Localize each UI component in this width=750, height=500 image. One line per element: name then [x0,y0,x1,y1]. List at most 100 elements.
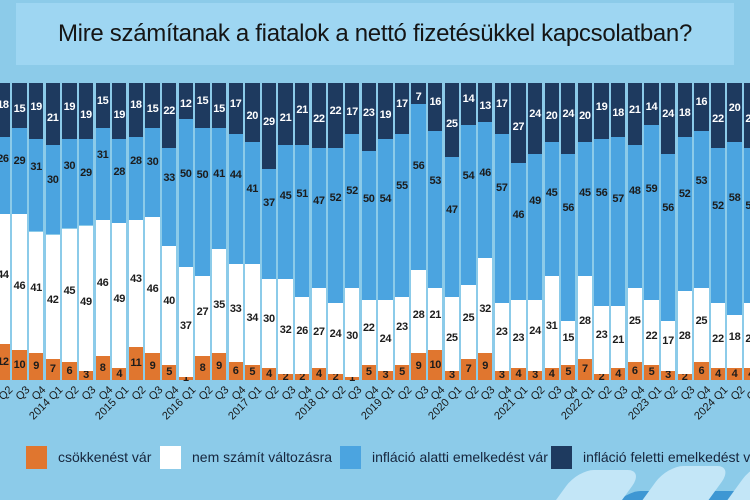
value-label: 46 [479,166,491,179]
value-label: 30 [63,160,76,173]
value-label: 4 [116,367,123,380]
bar-segment [12,83,27,128]
value-label: 59 [645,183,658,196]
value-label: 45 [579,186,591,199]
bar-segment [29,83,44,140]
value-label: 4 [315,367,322,380]
value-label: 5 [565,366,572,379]
value-label: 9 [33,360,40,373]
bar-segment [394,133,410,297]
bar-segment [428,350,443,380]
bar-segment [660,320,676,372]
value-label: 24 [562,108,575,121]
legend-label: nem számít változásra [192,449,333,465]
value-label: 2 [598,370,605,383]
value-label: 21 [279,111,292,124]
bar-segment [344,377,360,380]
bar-segment [128,219,144,348]
bar-segment [744,83,750,149]
bar-segment [344,287,360,377]
value-label: 55 [396,180,408,193]
value-label: 16 [695,96,708,109]
value-label: 10 [13,358,26,371]
value-label: 48 [628,184,641,197]
bar-segment [195,83,210,128]
bar-segment [544,368,559,380]
value-label: 35 [213,298,225,311]
value-label: 25 [628,314,641,327]
bar-segment [62,83,77,140]
value-label: 18 [678,107,691,120]
value-label: 7 [49,363,56,376]
value-label: 15 [196,94,209,107]
bar-segment [162,83,177,149]
bar-segment [577,142,593,277]
value-label: 46 [96,277,109,290]
bar-segment [544,142,559,277]
bar-segment [577,359,593,380]
bar-segment [677,83,692,137]
bar-segment [727,83,742,143]
bar-segment [162,148,177,247]
legend-item: csökkenést vár [26,444,151,470]
value-label: 53 [695,175,708,188]
bar-segment [494,371,509,380]
value-label: 8 [199,361,206,374]
value-label: 26 [0,153,9,165]
value-label: 31 [30,161,42,174]
bar-segment [112,368,127,380]
bar-segment [295,83,310,146]
legend-item: infláció feletti emelkedést vár [551,444,750,470]
value-label: 25 [462,311,475,324]
bar-segment [29,231,44,354]
bar-segment [95,219,110,357]
bar-segment [694,130,709,288]
legend-swatch [551,445,572,469]
value-label: 10 [429,358,442,371]
bar-segment [511,83,526,164]
value-label: 58 [728,192,741,205]
value-label: 52 [329,191,342,204]
value-label: 29 [80,167,92,180]
bar-segment [178,118,193,268]
value-label: 57 [612,193,624,206]
value-label: 18 [728,330,741,343]
value-label: 41 [246,182,259,195]
bar-segment [45,83,60,146]
value-label: 13 [479,99,491,112]
bar-segment [128,347,144,380]
value-label: 31 [96,149,109,162]
bar-segment [611,136,626,306]
bar-segment [0,136,11,214]
value-label: 24 [662,108,674,121]
bar-segment [278,83,293,146]
value-label: 52 [745,199,750,212]
bar-segment [261,279,277,369]
value-label: 15 [213,102,225,115]
bar-segment [211,249,227,354]
value-label: 51 [296,187,308,200]
bar-segment [561,83,576,155]
bar-segment [78,139,94,226]
bar-segment [62,228,77,363]
bar-segment [12,213,27,351]
value-label: 5 [365,366,372,379]
bar-segment [411,103,426,271]
value-label: 23 [396,320,408,333]
value-label: 52 [712,199,724,212]
value-label: 30 [146,156,159,169]
value-label: 45 [545,186,558,199]
value-label: 49 [113,292,126,305]
value-label: 21 [46,111,59,124]
bar-segment [311,148,327,288]
value-label: 19 [595,100,608,113]
bar-segment [29,353,44,380]
bar-segment [594,83,609,140]
value-label: 18 [130,99,142,112]
bar-segment [644,365,659,380]
value-label: 20 [579,110,591,123]
value-label: 33 [229,302,242,315]
bar-segment [411,353,426,380]
bar-segment [12,350,27,380]
